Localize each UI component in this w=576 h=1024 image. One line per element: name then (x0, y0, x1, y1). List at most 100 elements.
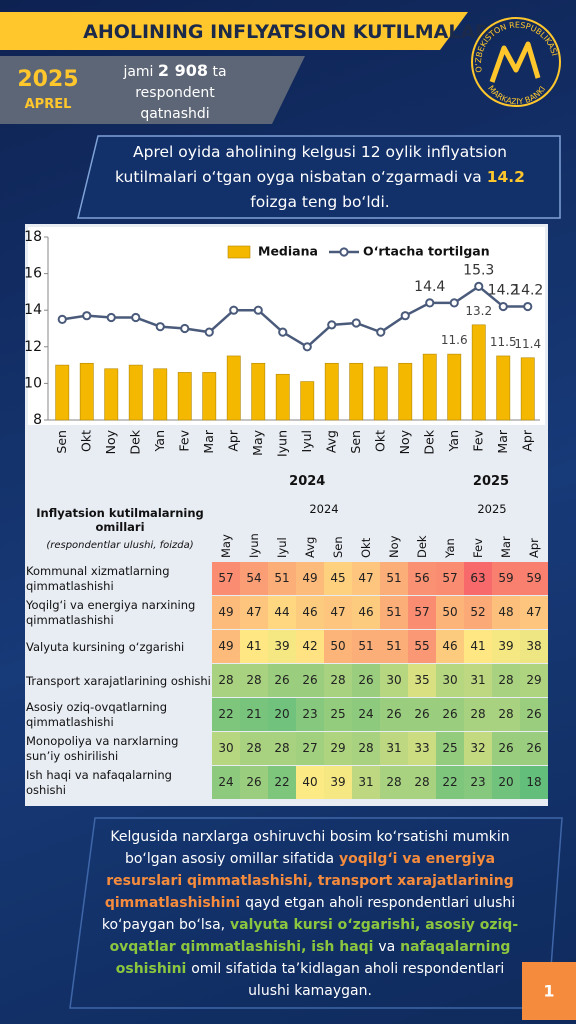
table-title: Inflyatsion kutilmalarning omillari (36, 506, 204, 534)
table-cell: 22 (268, 766, 296, 799)
bar (55, 364, 70, 421)
bar (226, 355, 241, 421)
line-marker (155, 322, 165, 332)
table-year: 2024 (309, 502, 339, 516)
table-cell: 26 (408, 698, 436, 731)
x-tick-label: Fev (176, 429, 191, 451)
table-cell: 51 (380, 596, 408, 629)
table-cell: 57 (436, 562, 464, 595)
logo-ring (471, 17, 561, 107)
x-tick-label: Sen (54, 430, 69, 454)
x-tick-label: Avg (323, 430, 338, 453)
column-header: May (219, 534, 233, 558)
table-cell: 31 (380, 732, 408, 765)
table-cell: 28 (268, 732, 296, 765)
table-cell: 57 (408, 596, 436, 629)
table-cell: 46 (352, 596, 380, 629)
table-cell: 18 (520, 766, 548, 799)
table-cell: 28 (212, 664, 240, 697)
table-cell: 24 (352, 698, 380, 731)
column-header: Avg (303, 536, 317, 558)
text-part: foizga teng bo‘ldi. (250, 193, 390, 211)
summary-box (77, 135, 561, 219)
table-cell: 31 (352, 766, 380, 799)
y-tick-label: 18 (24, 229, 42, 245)
page-number-box (522, 962, 576, 1020)
table-cell: 23 (296, 698, 324, 731)
line-marker (523, 301, 533, 312)
table-cell: 26 (268, 664, 296, 697)
column-header: Mar (499, 536, 513, 558)
table-cell: 23 (464, 766, 492, 799)
bar (447, 353, 462, 421)
column-header: Fev (471, 538, 485, 558)
title-banner (0, 12, 468, 50)
column-header: Iyun (247, 533, 261, 558)
bar (398, 362, 413, 421)
line-marker (351, 318, 361, 328)
bar (153, 368, 168, 421)
table-cell: 28 (352, 732, 380, 765)
row-label: Transport xarajatlarining oshishi (26, 673, 211, 688)
table-cell: 39 (492, 630, 520, 663)
y-tick-label: 10 (24, 375, 42, 391)
x-tick-label: Noy (397, 429, 412, 454)
table-cell: 38 (520, 630, 548, 663)
line-value-label: 14.2 (488, 283, 519, 299)
table-cell: 47 (240, 596, 268, 629)
title: AHOLINING INFLYATSION KUTILMALARI (83, 21, 497, 43)
x-tick-label: Sen (348, 430, 363, 454)
table-cell: 49 (212, 630, 240, 663)
bar (177, 372, 192, 421)
table-cell: 28 (380, 766, 408, 799)
bar (324, 362, 339, 421)
table-cell: 30 (212, 732, 240, 765)
line-marker (131, 312, 141, 323)
table-cell: 28 (464, 698, 492, 731)
table-cell: 42 (296, 630, 324, 663)
text-part: qayd etgan aholi respondentlari ulushi k… (101, 895, 516, 933)
line-marker (449, 298, 459, 308)
bar (300, 381, 315, 421)
table-cell: 26 (436, 698, 464, 731)
x-tick-label: Okt (78, 430, 93, 452)
y-tick-label: 14 (24, 302, 42, 318)
x-tick-label: Fev (470, 429, 485, 451)
year-label: 2025 (473, 474, 509, 489)
table-cell: 22 (212, 698, 240, 731)
x-tick-label: Yan (446, 430, 461, 453)
table-cell: 26 (352, 664, 380, 697)
table-cell: 47 (324, 596, 352, 629)
column-header: Yan (443, 538, 457, 558)
row-label: Kommunal xizmatlarning qimmatlashishi (26, 564, 170, 593)
x-tick-label: Noy (103, 429, 118, 454)
table-cell: 28 (492, 664, 520, 697)
table-cell: 26 (492, 732, 520, 765)
respondents-post: ta respondent qatnashdi (135, 64, 227, 122)
logo-bottom: MARKAZIY BANKI (486, 84, 547, 107)
table-year: 2025 (477, 502, 507, 516)
table-cell: 28 (240, 732, 268, 765)
text-part: Aprel oyida aholining kelgusi 12 oylik i… (115, 143, 507, 186)
legend: Mediana O‘rtacha tortilgan (227, 244, 490, 259)
x-tick-label: Mar (495, 429, 510, 453)
line-marker (400, 311, 410, 321)
bar (422, 353, 437, 421)
table-cell: 50 (436, 596, 464, 629)
table-cell: 55 (408, 630, 436, 663)
table-cell: 25 (324, 698, 352, 731)
table-cell: 49 (212, 596, 240, 629)
line-marker (57, 314, 67, 324)
logo: O‘ZBEKISTON RESPUBLIKASI MARKAZIY BANKI (471, 17, 561, 107)
line-marker (180, 323, 190, 334)
table-cell: 54 (240, 562, 268, 595)
line-marker (204, 327, 214, 337)
table-cell: 31 (464, 664, 492, 697)
x-tick-label: Okt (372, 430, 387, 452)
text-part: valyuta kursi o‘zgarishi, asosiy oziq-ov… (109, 917, 519, 955)
x-tick-label: Mar (201, 429, 216, 453)
table-cell: 24 (212, 766, 240, 799)
line-marker (253, 305, 263, 315)
year-label: 2024 (289, 474, 325, 489)
column-header: Dek (415, 535, 429, 558)
